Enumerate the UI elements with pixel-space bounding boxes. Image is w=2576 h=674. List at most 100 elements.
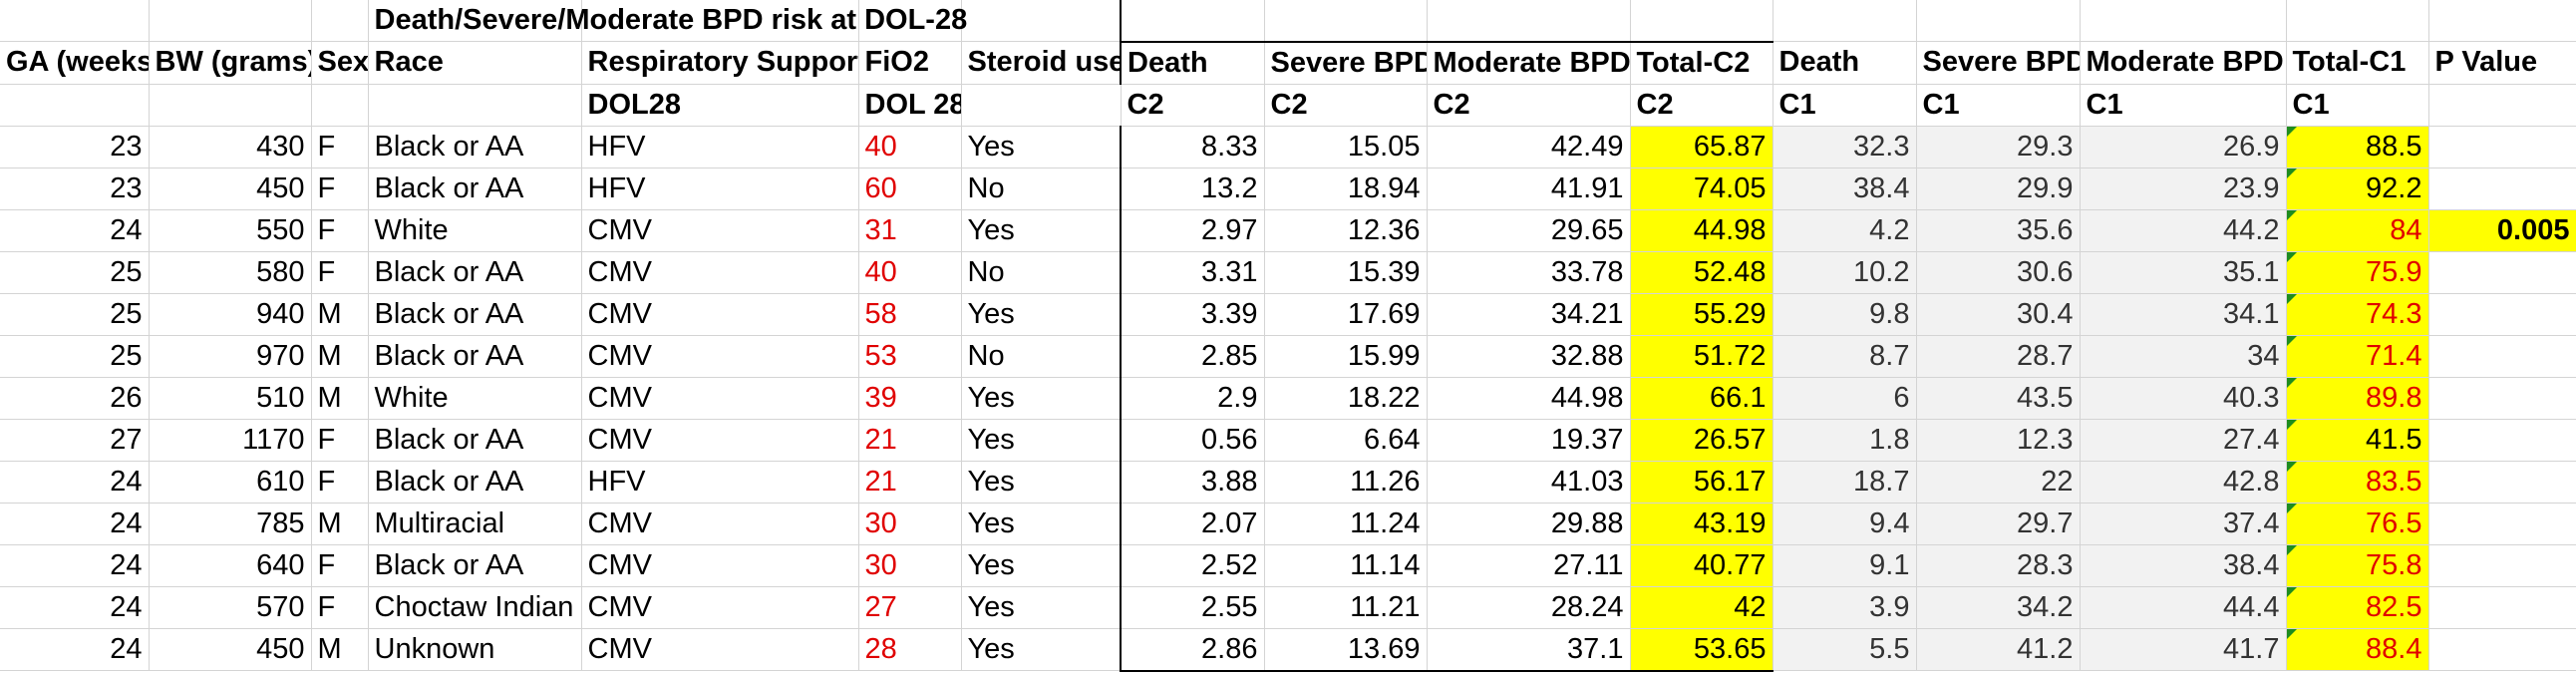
subheader-cell[interactable]	[311, 84, 369, 127]
cell[interactable]: 74.05	[1630, 168, 1773, 210]
cell[interactable]: 28.24	[1427, 586, 1631, 629]
cell[interactable]: F	[311, 461, 369, 504]
cell[interactable]: Yes	[961, 586, 1122, 629]
cell[interactable]: 71.4	[2286, 335, 2429, 378]
cell[interactable]: 82.5	[2286, 586, 2429, 629]
cell[interactable]: 30	[858, 503, 962, 545]
cell[interactable]: Black or AA	[368, 461, 582, 504]
cell[interactable]: 28.7	[1916, 335, 2081, 378]
cell[interactable]: 42.49	[1427, 126, 1631, 168]
cell[interactable]: 92.2	[2286, 168, 2429, 210]
cell[interactable]: 26.9	[2080, 126, 2287, 168]
cell[interactable]: 58	[858, 293, 962, 336]
cell[interactable]: 83.5	[2286, 461, 2429, 504]
cell[interactable]: 30	[858, 544, 962, 587]
cell[interactable]: CMV	[581, 544, 859, 587]
cell[interactable]: Yes	[961, 209, 1122, 252]
cell[interactable]: 15.99	[1264, 335, 1428, 378]
cell[interactable]: 430	[149, 126, 312, 168]
cell[interactable]: 3.39	[1120, 293, 1265, 336]
cell[interactable]	[2428, 544, 2576, 587]
header-cell[interactable]: Steroid use	[961, 41, 1122, 85]
cell[interactable]: Black or AA	[368, 293, 582, 336]
cell[interactable]: 24	[0, 628, 150, 671]
cell[interactable]: 23.9	[2080, 168, 2287, 210]
cell[interactable]: 9.1	[1772, 544, 1917, 587]
subheader-cell[interactable]: C2	[1629, 84, 1773, 127]
header-cell[interactable]: Total-C1	[2286, 41, 2429, 85]
header-cell[interactable]: BW (grams)	[149, 41, 312, 85]
cell[interactable]: 6	[1772, 377, 1917, 420]
subheader-cell[interactable]: C1	[2285, 84, 2429, 127]
cell[interactable]: 13.69	[1264, 628, 1428, 672]
cell[interactable]: Multiracial	[368, 503, 582, 545]
cell[interactable]: 5.5	[1772, 628, 1917, 671]
cell[interactable]: 32.3	[1772, 126, 1917, 168]
cell[interactable]: 11.21	[1264, 586, 1428, 629]
cell[interactable]: 550	[149, 209, 312, 252]
cell[interactable]: 2.55	[1120, 586, 1265, 629]
cell[interactable]: 32.88	[1427, 335, 1631, 378]
cell[interactable]: F	[311, 586, 369, 629]
cell[interactable]: 6.64	[1264, 419, 1428, 462]
cell[interactable]: M	[311, 335, 369, 378]
cell[interactable]: 21	[858, 419, 962, 462]
cell[interactable]: 33.78	[1427, 251, 1631, 294]
cell[interactable]: 41.2	[1916, 628, 2081, 671]
cell[interactable]: 450	[149, 628, 312, 671]
cell[interactable]	[1630, 0, 1773, 42]
cell[interactable]	[2428, 503, 2576, 545]
cell[interactable]	[1772, 0, 1917, 42]
cell[interactable]: 34	[2080, 335, 2287, 378]
cell[interactable]: 30.6	[1916, 251, 2081, 294]
cell[interactable]: CMV	[581, 335, 859, 378]
cell[interactable]: CMV	[581, 377, 859, 420]
cell[interactable]: Yes	[961, 377, 1122, 420]
title-cell[interactable]: Death/Severe/Moderate BPD risk at DOL-28	[368, 0, 967, 42]
cell[interactable]: Yes	[961, 628, 1122, 671]
cell[interactable]	[2428, 461, 2576, 504]
cell[interactable]: 44.98	[1427, 377, 1631, 420]
cell[interactable]: M	[311, 503, 369, 545]
cell[interactable]: 12.36	[1264, 209, 1428, 252]
cell[interactable]: 56.17	[1630, 461, 1773, 504]
cell[interactable]: 9.4	[1772, 503, 1917, 545]
cell[interactable]: F	[311, 168, 369, 210]
cell[interactable]	[581, 0, 859, 42]
cell[interactable]: 2.97	[1120, 209, 1265, 252]
subheader-cell[interactable]: DOL 28	[858, 84, 962, 127]
cell[interactable]: 24	[0, 586, 150, 629]
cell[interactable]: 0.56	[1120, 419, 1265, 462]
cell[interactable]: 22	[1916, 461, 2081, 504]
cell[interactable]: Yes	[961, 461, 1122, 504]
cell[interactable]: 29.9	[1916, 168, 2081, 210]
cell[interactable]: Yes	[961, 544, 1122, 587]
cell[interactable]: 3.31	[1120, 251, 1265, 294]
cell[interactable]: F	[311, 544, 369, 587]
cell[interactable]	[0, 0, 150, 42]
cell[interactable]: 34.2	[1916, 586, 2081, 629]
cell[interactable]: 25	[0, 251, 150, 294]
cell[interactable]: 18.22	[1264, 377, 1428, 420]
cell[interactable]: 11.14	[1264, 544, 1428, 587]
cell[interactable]: 31	[858, 209, 962, 252]
cell[interactable]: 24	[0, 461, 150, 504]
cell[interactable]: 41.91	[1427, 168, 1631, 210]
cell[interactable]: 640	[149, 544, 312, 587]
cell[interactable]: 66.1	[1630, 377, 1773, 420]
cell[interactable]: F	[311, 251, 369, 294]
cell[interactable]: 940	[149, 293, 312, 336]
cell[interactable]	[1427, 0, 1631, 42]
cell[interactable]	[2428, 377, 2576, 420]
header-cell[interactable]: Race	[368, 41, 582, 85]
cell[interactable]: 74.3	[2286, 293, 2429, 336]
cell[interactable]	[149, 0, 312, 42]
cell[interactable]: HFV	[581, 126, 859, 168]
cell[interactable]: 580	[149, 251, 312, 294]
cell[interactable]: 21	[858, 461, 962, 504]
cell[interactable]: 60	[858, 168, 962, 210]
cell[interactable]: 8.7	[1772, 335, 1917, 378]
cell[interactable]: 43.5	[1916, 377, 2081, 420]
cell[interactable]	[2428, 335, 2576, 378]
cell[interactable]: 38.4	[1772, 168, 1917, 210]
